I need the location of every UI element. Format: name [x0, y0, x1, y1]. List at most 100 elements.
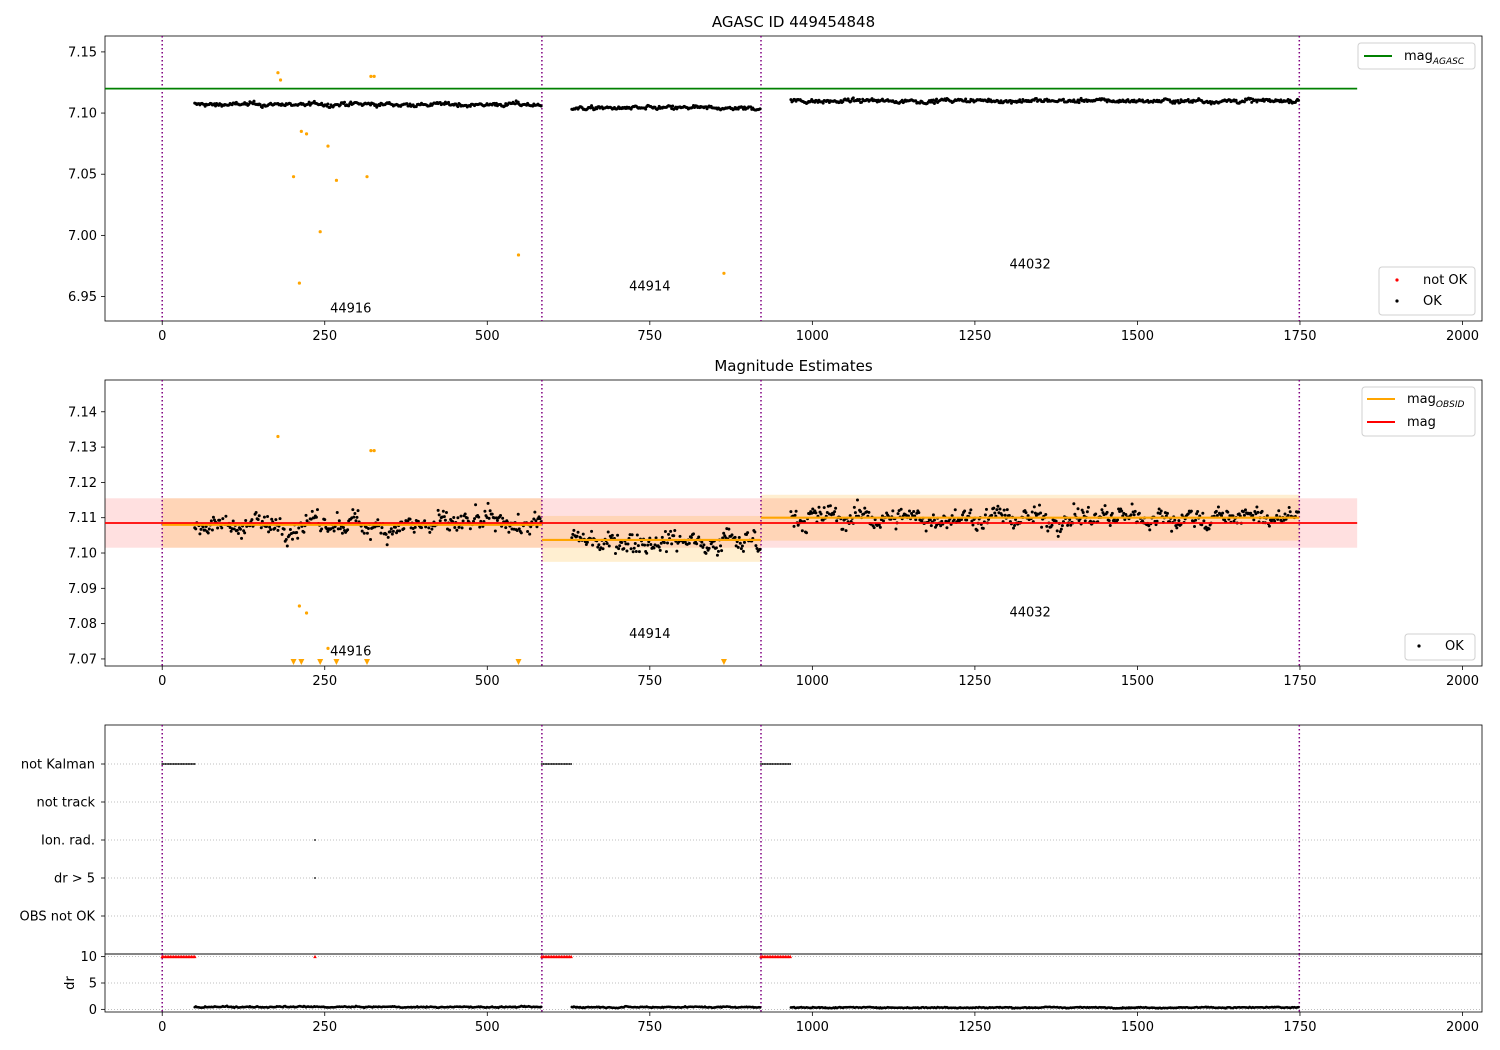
flag-row-label: dr > 5 — [54, 872, 95, 887]
ok-point — [438, 519, 442, 523]
ok-point — [758, 107, 762, 111]
ok-point — [486, 501, 490, 505]
ok-point — [1297, 510, 1301, 514]
ok-point — [244, 518, 248, 522]
ok-point — [1216, 505, 1220, 509]
ok-point — [1002, 508, 1006, 512]
ok-point — [697, 535, 701, 539]
ok-point — [1250, 100, 1254, 104]
ok-point — [945, 526, 949, 530]
ok-point — [1076, 98, 1080, 102]
flag-point — [547, 763, 550, 765]
outlier-point — [365, 175, 369, 179]
ok-point — [199, 527, 203, 531]
ok-point — [1234, 98, 1238, 102]
flag-point — [544, 763, 547, 765]
ok-point — [349, 100, 353, 104]
ok-point — [1165, 511, 1169, 515]
flag-point — [188, 763, 191, 765]
ok-point — [355, 515, 359, 519]
panel-title: AGASC ID 449454848 — [712, 13, 875, 31]
ok-point — [1273, 519, 1277, 523]
x-tick-label: 1000 — [796, 674, 829, 689]
ok-point — [250, 518, 254, 522]
ok-point — [314, 515, 318, 519]
y-tick-label: 7.09 — [68, 582, 97, 597]
flag-row-label: OBS not OK — [20, 910, 96, 925]
ok-point — [206, 531, 210, 535]
ok-point — [539, 104, 543, 108]
ok-point — [1046, 529, 1050, 533]
ok-point — [405, 102, 409, 106]
ok-point — [1242, 100, 1246, 104]
ok-point — [247, 102, 251, 106]
outlier-point — [369, 74, 373, 78]
ok-point — [493, 529, 497, 533]
ok-point — [596, 545, 600, 549]
ok-point — [284, 537, 288, 541]
legend-box — [1357, 42, 1476, 70]
ok-point — [534, 519, 538, 523]
ok-point — [232, 527, 236, 531]
flag-point — [563, 763, 566, 765]
ok-point — [622, 547, 626, 551]
flag-point — [768, 763, 771, 765]
ok-point — [1050, 523, 1054, 527]
ok-point — [1297, 98, 1301, 102]
ok-point — [366, 526, 370, 530]
y-tick-label: 7.11 — [68, 511, 97, 526]
ok-point — [1186, 98, 1190, 102]
x-tick-label: 500 — [475, 1020, 500, 1035]
flag-point — [570, 763, 573, 765]
ok-point — [391, 529, 395, 533]
ok-point — [1200, 523, 1204, 527]
y-tick-label: 0 — [89, 1003, 97, 1018]
ok-point — [1249, 511, 1253, 515]
ok-point — [501, 516, 505, 520]
flag-point — [764, 763, 767, 765]
ok-point — [877, 523, 881, 527]
ok-point — [478, 525, 482, 529]
flag-point — [190, 763, 193, 765]
ok-point — [700, 540, 704, 544]
ok-point — [1288, 510, 1292, 514]
ok-point — [380, 526, 384, 530]
ok-point — [323, 518, 327, 522]
ok-point — [488, 509, 492, 513]
flag-point — [789, 763, 792, 765]
ok-point — [613, 551, 617, 555]
ok-point — [645, 551, 649, 555]
ok-point — [268, 525, 272, 529]
ok-point — [995, 508, 999, 512]
legend-label: OK — [1423, 294, 1442, 309]
ok-point — [490, 512, 494, 516]
ok-point — [630, 533, 634, 537]
ok-point — [1133, 509, 1137, 513]
ok-point — [662, 541, 666, 545]
flag-point — [187, 763, 190, 765]
ok-point — [297, 526, 301, 530]
legend-box — [1378, 266, 1476, 316]
axes-frame — [104, 724, 1483, 955]
ok-point — [428, 530, 432, 534]
y-axis-label: dr — [63, 976, 78, 990]
ok-point — [754, 544, 758, 548]
x-tick-label: 1250 — [958, 329, 991, 344]
ok-point — [1054, 519, 1058, 523]
legend-dot-swatch — [1395, 278, 1399, 282]
ok-point — [1061, 97, 1065, 101]
ok-point — [1251, 513, 1255, 517]
ok-point — [1177, 519, 1181, 523]
x-tick-label: 750 — [637, 674, 662, 689]
ok-point — [658, 548, 662, 552]
ok-point — [1116, 518, 1120, 522]
ok-point — [408, 102, 412, 106]
flag-point — [774, 763, 777, 765]
ok-point — [789, 510, 793, 514]
ok-point — [1267, 524, 1271, 528]
ok-point — [463, 512, 467, 516]
ok-point — [666, 541, 670, 545]
ok-point — [535, 525, 539, 529]
ok-point — [576, 530, 580, 534]
